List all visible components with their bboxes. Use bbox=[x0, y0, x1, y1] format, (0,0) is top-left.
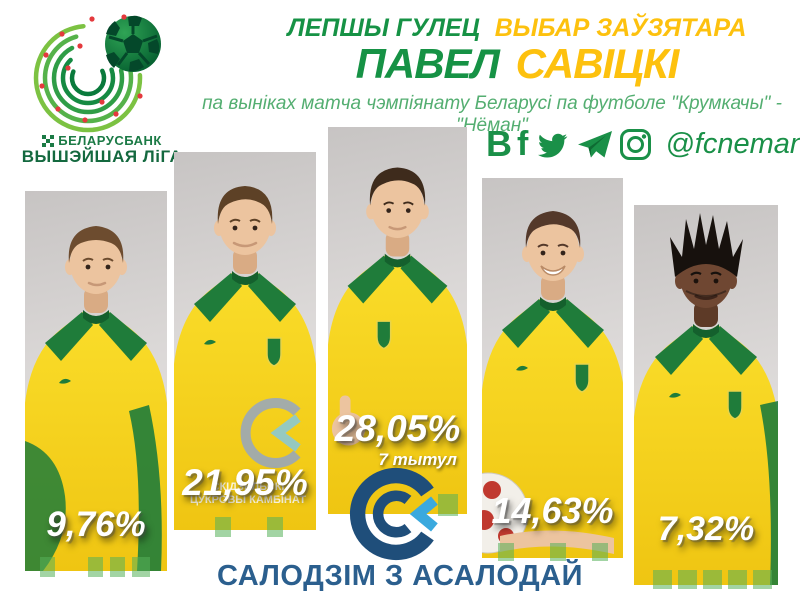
sponsor-slogan: САЛОДЗІМ З АСАЛОДАЙ bbox=[217, 560, 583, 592]
player-figure-4 bbox=[482, 211, 623, 558]
vote-square bbox=[438, 494, 458, 516]
player-photo-5: 7,32% bbox=[634, 205, 778, 585]
vote-percent-4: 14,63% bbox=[491, 490, 614, 531]
title-block: ЛЕПШЫ ГУЛЕЦ ВЫБАР ЗАЎЗЯТАРА ПАВЕЛ САВІЦК… bbox=[230, 16, 800, 85]
vote-square bbox=[267, 517, 283, 537]
vote-square bbox=[110, 557, 125, 577]
bank-name: БЕЛАРУСБАНК bbox=[58, 133, 162, 148]
vote-percent-5: 7,32% bbox=[657, 510, 755, 548]
jersey-sponsor-line2: ЦУКРОВЫ КАМБІНАТ bbox=[190, 494, 306, 506]
vote-square bbox=[678, 570, 697, 589]
vote-square bbox=[40, 557, 55, 577]
vote-square bbox=[215, 517, 231, 537]
thumbs-up-hand bbox=[331, 395, 366, 446]
jersey-sponsor-mark bbox=[240, 398, 301, 468]
winner-last-name: САВІЦКІ bbox=[515, 40, 680, 87]
social-handle: @fcneman bbox=[665, 127, 800, 160]
kicker-yellow: ВЫБАР ЗАЎЗЯТАРА bbox=[494, 14, 747, 42]
vote-square bbox=[653, 570, 672, 589]
swirl-red-dots bbox=[39, 14, 143, 123]
vote-percent-2: 21,95% bbox=[182, 462, 308, 503]
vote-percent-3: 28,05% bbox=[334, 408, 461, 449]
vote-square bbox=[753, 570, 772, 589]
soccer-ball-icon bbox=[105, 15, 161, 72]
player-figure-1 bbox=[25, 226, 167, 571]
kicker-green: ЛЕПШЫ ГУЛЕЦ bbox=[287, 14, 480, 42]
vk-icon: B bbox=[486, 123, 512, 164]
player-figure-3 bbox=[328, 167, 467, 514]
forearm bbox=[500, 530, 614, 554]
bank-checker-icon bbox=[42, 134, 55, 147]
social-row: B f @fcneman bbox=[486, 123, 800, 164]
vote-square bbox=[592, 543, 608, 561]
facebook-icon: f bbox=[517, 125, 529, 163]
vote-square bbox=[88, 557, 103, 577]
league-swirl-logo bbox=[33, 14, 161, 133]
dreadlocks-hair bbox=[670, 213, 743, 277]
player-figure-2: СКІДЗЕЛЬСКІ ЦУКРОВЫ КАМБІНАТ bbox=[174, 186, 316, 530]
player-photo-3-winner: 28,05% 7 тытул bbox=[328, 127, 467, 514]
sugar-plant-ck-logo bbox=[349, 467, 438, 561]
winner-first-name: ПАВЕЛ bbox=[355, 40, 500, 87]
player-figure-5 bbox=[634, 213, 778, 585]
smile bbox=[540, 265, 566, 276]
player-photo-1: 9,76% bbox=[25, 191, 167, 571]
winner-name-line: ПАВЕЛ САВІЦКІ bbox=[230, 43, 800, 85]
twitter-icon bbox=[538, 133, 568, 158]
player-photo-2: СКІДЗЕЛЬСКІ ЦУКРОВЫ КАМБІНАТ 21,95% bbox=[174, 152, 316, 530]
vote-square bbox=[703, 570, 722, 589]
vote-square bbox=[498, 543, 514, 561]
vote-square bbox=[132, 557, 150, 577]
kicker-line: ЛЕПШЫ ГУЛЕЦ ВЫБАР ЗАЎЗЯТАРА bbox=[230, 16, 800, 41]
vote-square bbox=[550, 543, 566, 561]
league-name: ВЫШЭЙШАЯ ЛіГА bbox=[21, 147, 183, 166]
bank-brand-line: БЕЛАРУСБАНК bbox=[18, 133, 186, 148]
player-photo-4: 14,63% bbox=[482, 178, 623, 558]
match-subtitle: па выніках матча чэмпіянату Беларусі па … bbox=[202, 93, 782, 136]
instagram-icon bbox=[620, 128, 652, 160]
telegram-icon bbox=[578, 131, 613, 158]
swirl-arcs bbox=[33, 23, 143, 133]
winner-note: 7 тытул bbox=[378, 450, 457, 469]
jersey-sponsor-line1: СКІДЗЕЛЬСКІ bbox=[212, 481, 285, 493]
vote-square bbox=[728, 570, 747, 589]
vote-percent-1: 9,76% bbox=[46, 505, 146, 544]
